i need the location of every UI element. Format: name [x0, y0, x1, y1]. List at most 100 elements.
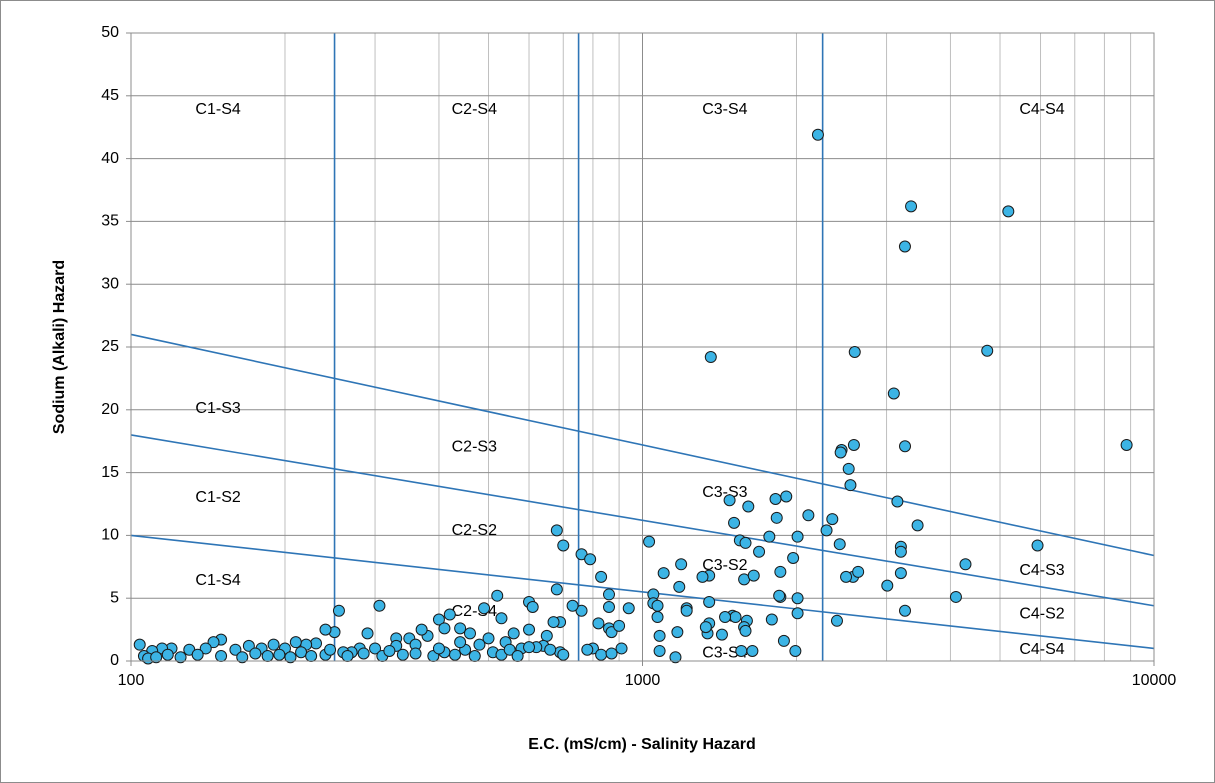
data-point: [911, 519, 924, 532]
data-point: [891, 495, 904, 508]
region-label: C2-S4: [452, 603, 497, 620]
data-point: [236, 651, 249, 664]
data-point: [449, 648, 462, 661]
region-label: C2-S4: [452, 101, 497, 118]
data-point: [409, 647, 422, 660]
data-point: [671, 626, 684, 639]
data-point: [769, 492, 782, 505]
data-point: [1120, 438, 1133, 451]
data-point: [473, 638, 486, 651]
y-tick-label: 40: [101, 150, 119, 167]
data-point: [432, 642, 445, 655]
data-point: [242, 639, 255, 652]
data-point: [739, 624, 752, 637]
sodium-boundary-line: [130, 333, 1155, 557]
data-point: [905, 200, 918, 213]
y-tick-label: 35: [101, 213, 119, 230]
data-point: [547, 616, 560, 629]
y-tick-label: 15: [101, 464, 119, 481]
data-point: [464, 627, 477, 640]
data-point: [680, 604, 693, 617]
data-point: [746, 644, 759, 657]
data-point: [443, 608, 456, 621]
x-tick-label: 10000: [1132, 672, 1177, 689]
data-point: [373, 599, 386, 612]
data-point: [526, 600, 539, 613]
data-point: [899, 440, 912, 453]
y-tick-label: 0: [110, 652, 119, 669]
data-point: [729, 611, 742, 624]
data-point: [324, 643, 337, 656]
sodium-boundary-line: [130, 534, 1155, 650]
data-point: [651, 599, 664, 612]
data-point: [669, 651, 682, 664]
data-point: [802, 509, 815, 522]
y-tick-label: 30: [101, 275, 119, 292]
data-point: [207, 636, 220, 649]
data-point: [261, 649, 274, 662]
data-point: [295, 646, 308, 659]
data-point: [215, 649, 228, 662]
data-point: [959, 558, 972, 571]
data-point: [550, 583, 563, 596]
data-point: [491, 589, 504, 602]
data-point: [675, 558, 688, 571]
data-point: [523, 641, 536, 654]
data-point: [267, 638, 280, 651]
region-label: C3-S3: [702, 484, 747, 501]
data-point: [305, 649, 318, 662]
data-point: [396, 648, 409, 661]
region-label: C1-S2: [195, 489, 240, 506]
data-point: [432, 613, 445, 626]
data-point: [415, 623, 428, 636]
data-point: [735, 644, 748, 657]
data-point: [495, 612, 508, 625]
data-point: [780, 490, 793, 503]
data-point: [249, 647, 262, 660]
data-point: [584, 553, 597, 566]
region-label: C4-S3: [1019, 562, 1064, 579]
data-point: [575, 604, 588, 617]
region-label: C4-S2: [1019, 606, 1064, 623]
y-tick-label: 50: [101, 24, 119, 41]
data-point: [774, 565, 787, 578]
y-tick-label: 5: [110, 589, 119, 606]
data-point: [703, 595, 716, 608]
data-point: [742, 500, 755, 513]
data-point: [191, 648, 204, 661]
sodium-boundary-line: [130, 434, 1155, 607]
data-point: [739, 536, 752, 549]
data-point: [357, 647, 370, 660]
data-point: [605, 647, 618, 660]
x-tick-label: 1000: [625, 672, 661, 689]
data-point: [523, 623, 536, 636]
data-point: [651, 611, 664, 624]
region-label: C2-S2: [452, 522, 497, 539]
data-point: [789, 644, 802, 657]
data-point: [284, 651, 297, 664]
data-point: [657, 567, 670, 580]
data-point: [595, 570, 608, 583]
data-point: [478, 602, 491, 615]
region-label: C3-S2: [702, 557, 747, 574]
region-label: C1-S3: [195, 400, 240, 417]
data-point: [602, 588, 615, 601]
region-label: C1-S4: [195, 101, 240, 118]
data-point: [770, 511, 783, 524]
data-point: [673, 580, 686, 593]
y-tick-label: 25: [101, 338, 119, 355]
marks: C1-S4 C2-S4 C3-S4 C4-S4 C1-S3 C2-S3 C3-S3 C1-S2…: [130, 32, 1155, 665]
data-point: [150, 651, 163, 664]
data-point: [622, 602, 635, 615]
data-point: [747, 569, 760, 582]
data-point: [511, 649, 524, 662]
data-point: [653, 629, 666, 642]
data-point: [949, 590, 962, 603]
data-point: [981, 344, 994, 357]
data-point: [273, 648, 286, 661]
data-point: [229, 643, 242, 656]
data-point: [765, 613, 778, 626]
region-label: C3-S4: [702, 101, 747, 118]
y-axis-title: Sodium (Alkali) Hazard: [51, 260, 68, 434]
data-point: [826, 513, 839, 526]
